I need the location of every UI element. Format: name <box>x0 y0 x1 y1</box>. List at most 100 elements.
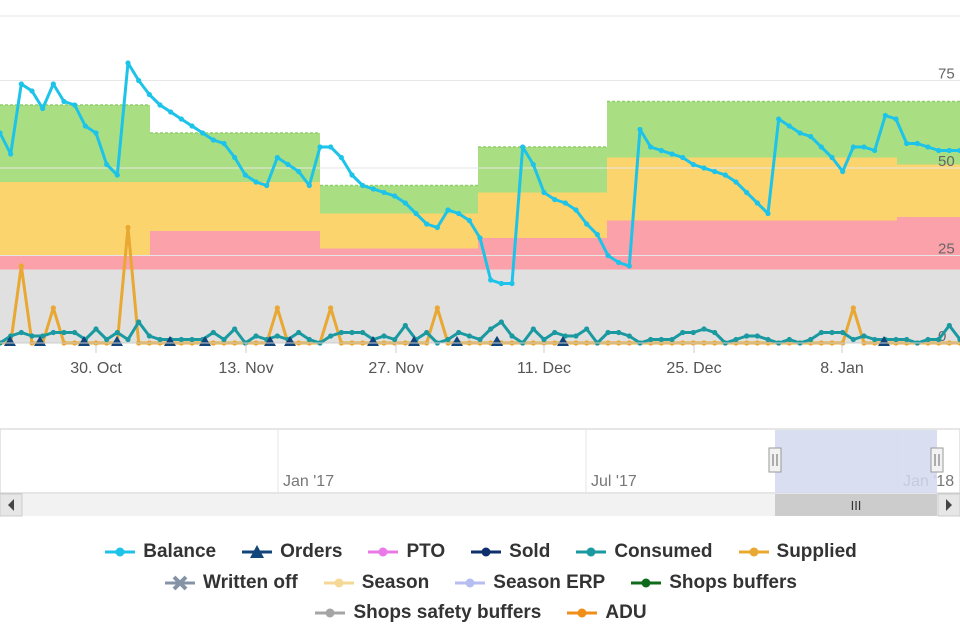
data-point <box>285 161 291 168</box>
data-point <box>50 81 56 87</box>
data-point <box>466 333 472 339</box>
x-tick-label: 27. Nov <box>368 360 423 377</box>
data-point <box>477 235 483 241</box>
data-point <box>872 336 878 343</box>
legend-label: Orders <box>280 541 343 562</box>
legend-symbol-circle-icon <box>471 547 502 557</box>
data-point <box>104 161 110 168</box>
legend-item-shops-buffers[interactable]: Shops buffers <box>629 572 797 594</box>
legend-item-balance[interactable]: Balance <box>103 541 216 563</box>
legend-label: Season ERP <box>493 572 606 593</box>
data-point <box>829 329 835 336</box>
y-tick-label: 25 <box>938 241 955 258</box>
data-point <box>136 319 142 325</box>
data-point <box>445 207 451 213</box>
legend-item-sold[interactable]: Sold <box>469 541 550 563</box>
data-point <box>232 154 238 161</box>
data-point <box>104 336 110 343</box>
data-point <box>776 116 782 122</box>
data-point <box>648 144 654 150</box>
data-point <box>893 336 899 343</box>
legend-item-consumed[interactable]: Consumed <box>574 541 713 563</box>
data-point <box>200 130 206 136</box>
data-point <box>690 161 696 168</box>
navigator-handle-left-box[interactable] <box>768 447 782 473</box>
data-point <box>424 329 430 336</box>
data-point <box>72 329 78 336</box>
data-point <box>648 336 654 343</box>
data-point <box>722 172 728 178</box>
data-point <box>914 140 920 147</box>
data-point <box>925 336 931 343</box>
data-point <box>498 280 504 287</box>
data-point <box>882 112 888 119</box>
x-axis: 30. Oct 13. Nov 27. Nov 11. Dec 25. Dec 8. Ja… <box>0 342 960 377</box>
data-point <box>946 147 952 154</box>
data-point <box>594 231 600 238</box>
data-point <box>18 329 24 336</box>
data-point <box>861 333 867 339</box>
green-zone <box>897 101 960 165</box>
scrollbar-track[interactable] <box>0 494 960 516</box>
data-point <box>189 336 195 343</box>
data-point <box>530 326 536 332</box>
data-point <box>658 336 664 343</box>
navigator-handle-right[interactable] <box>930 447 944 473</box>
data-point <box>957 336 960 343</box>
yellow-zone <box>897 164 960 217</box>
legend-item-pto[interactable]: PTO <box>366 541 445 563</box>
data-point <box>797 130 803 136</box>
legend-item-season[interactable]: Season <box>322 572 429 594</box>
data-point <box>61 329 67 336</box>
legend-row-1: Balance Orders PTO Sold Consumed Supplied <box>0 541 960 566</box>
data-point <box>456 329 462 336</box>
navigator-selection[interactable] <box>775 430 937 493</box>
legend-label: Shops buffers <box>669 572 797 593</box>
data-point <box>317 144 323 150</box>
scroll-right-arrow-icon <box>946 499 952 511</box>
data-point <box>178 336 184 343</box>
data-point <box>338 329 344 336</box>
data-point <box>808 133 814 140</box>
navigator-handle-right-box[interactable] <box>930 447 944 473</box>
data-point <box>861 144 867 150</box>
legend-label: Sold <box>509 541 551 562</box>
data-point <box>221 336 227 343</box>
data-point <box>136 77 142 84</box>
buffer-zones <box>0 100 960 343</box>
data-point <box>744 333 750 339</box>
data-point <box>744 189 750 196</box>
red-zone <box>897 217 960 270</box>
data-point <box>584 326 590 332</box>
scroll-left-arrow-icon <box>8 499 14 511</box>
data-point <box>733 179 739 185</box>
data-point <box>488 277 494 283</box>
legend-item-season-erp[interactable]: Season ERP <box>453 572 605 594</box>
data-point <box>712 168 718 175</box>
data-point <box>658 147 664 154</box>
data-point <box>573 333 579 339</box>
data-point <box>434 305 440 311</box>
data-point <box>40 333 46 339</box>
legend-item-adu[interactable]: ADU <box>565 602 647 624</box>
legend-item-orders[interactable]: Orders <box>240 541 342 563</box>
grey-zone <box>0 269 960 343</box>
data-point <box>850 305 856 311</box>
data-point <box>274 333 280 339</box>
legend-item-shops-safety-buffers[interactable]: Shops safety buffers <box>313 602 541 624</box>
legend-symbol-circle-icon <box>576 547 607 557</box>
scrollbar-thumb[interactable] <box>775 494 937 516</box>
data-point <box>381 333 387 339</box>
yellow-zone <box>478 192 607 238</box>
data-point <box>168 109 174 115</box>
navigator-handle-left[interactable] <box>768 447 782 473</box>
data-point <box>157 102 163 108</box>
legend-item-written-off[interactable]: Written off <box>163 572 298 594</box>
legend-item-supplied[interactable]: Supplied <box>737 541 857 563</box>
yellow-zone <box>320 213 478 249</box>
data-point <box>8 151 14 157</box>
data-point <box>498 319 504 325</box>
data-point <box>146 333 152 339</box>
